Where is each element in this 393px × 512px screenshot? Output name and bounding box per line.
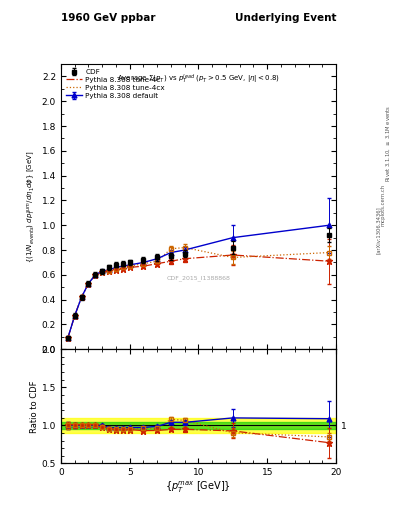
X-axis label: $\{p_T^{max}$ [GeV]$\}$: $\{p_T^{max}$ [GeV]$\}$ [165,480,231,496]
Pythia 8.308 tune-4c [86,281,91,287]
Pythia 8.308 tune-4cx [72,313,77,319]
Pythia 8.308 tune-4c [72,313,77,319]
Pythia 8.308 tune-4cx [327,249,332,255]
Text: mcplots.cern.ch: mcplots.cern.ch [381,184,386,226]
Pythia 8.308 tune-4cx [114,266,118,272]
Line: Pythia 8.308 tune-4c: Pythia 8.308 tune-4c [68,255,329,338]
Pythia 8.308 tune-4cx [127,263,132,269]
Pythia 8.308 tune-4c [327,258,332,264]
Text: [arXiv:1306.3436]: [arXiv:1306.3436] [376,206,380,254]
Pythia 8.308 tune-4cx [100,269,105,275]
Text: 1960 GeV ppbar: 1960 GeV ppbar [61,13,155,23]
Pythia 8.308 tune-4c [100,269,105,275]
Text: Average $\Sigma(p_T)$ vs $p_T^{lead}$ ($p_T > 0.5$ GeV, $|\eta| < 0.8$): Average $\Sigma(p_T)$ vs $p_T^{lead}$ ($… [117,73,280,86]
Pythia 8.308 tune-4c [182,255,187,262]
Pythia 8.308 tune-4c [114,267,118,273]
Text: CDF_2015_I1388868: CDF_2015_I1388868 [167,275,230,281]
Pythia 8.308 tune-4cx [107,268,112,274]
Pythia 8.308 tune-4c [107,268,112,274]
Pythia 8.308 tune-4c [93,272,97,278]
Pythia 8.308 tune-4c [79,294,84,300]
Pythia 8.308 tune-4cx [169,246,173,252]
Pythia 8.308 tune-4cx [141,261,146,267]
Pythia 8.308 tune-4cx [86,281,91,287]
Y-axis label: Ratio to CDF: Ratio to CDF [30,380,39,433]
Pythia 8.308 tune-4cx [230,254,235,261]
Pythia 8.308 tune-4c [141,263,146,269]
Pythia 8.308 tune-4cx [182,245,187,251]
Line: Pythia 8.308 tune-4cx: Pythia 8.308 tune-4cx [68,248,329,338]
Pythia 8.308 tune-4c [127,264,132,270]
Text: Underlying Event: Underlying Event [235,13,336,23]
Pythia 8.308 tune-4cx [79,294,84,300]
Pythia 8.308 tune-4cx [155,258,160,264]
Legend: CDF, Pythia 8.308 tune-4c, Pythia 8.308 tune-4cx, Pythia 8.308 default: CDF, Pythia 8.308 tune-4c, Pythia 8.308 … [64,67,167,101]
Text: Rivet 3.1.10, $\geq$ 3.1M events: Rivet 3.1.10, $\geq$ 3.1M events [384,105,392,182]
Pythia 8.308 tune-4c [230,252,235,258]
Pythia 8.308 tune-4c [65,335,70,341]
Pythia 8.308 tune-4c [169,258,173,264]
Pythia 8.308 tune-4c [120,266,125,272]
Pythia 8.308 tune-4cx [65,335,70,341]
Y-axis label: $\{(1/N_{events})\ dp_T^{sum}/d\eta_1 d\phi\}$ [GeV]: $\{(1/N_{events})\ dp_T^{sum}/d\eta_1 d\… [26,151,37,263]
Pythia 8.308 tune-4cx [93,272,97,278]
Bar [61,418,336,433]
Pythia 8.308 tune-4c [155,261,160,267]
Pythia 8.308 tune-4cx [120,264,125,270]
Bar [61,421,336,429]
